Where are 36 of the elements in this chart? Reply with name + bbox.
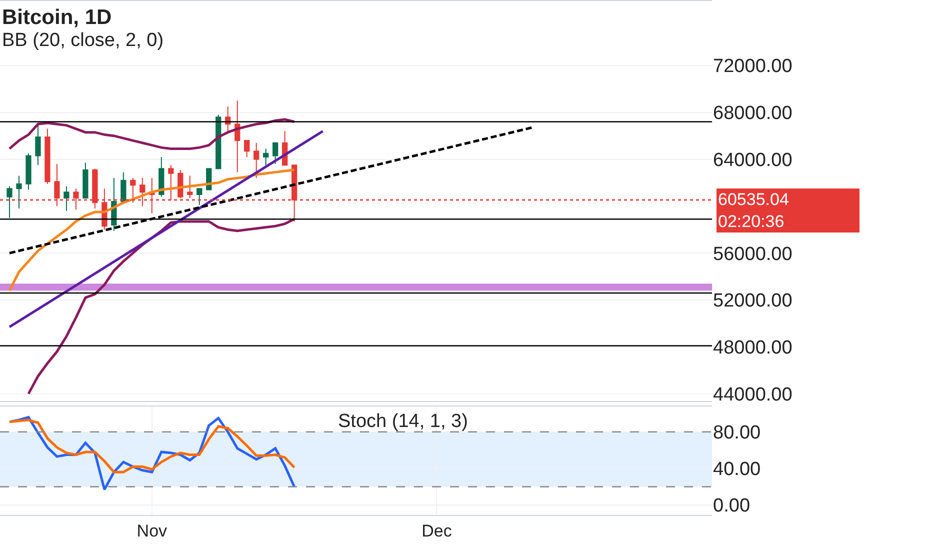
chart-title: Stoch (14, 1, 3) xyxy=(338,411,468,432)
candlestick xyxy=(16,175,22,210)
text: BB (20, close, 2, 0) xyxy=(2,30,164,51)
ref-line-label: 60535.04 xyxy=(718,190,789,209)
candlestick xyxy=(254,142,260,179)
line-series xyxy=(8,168,296,292)
candlestick xyxy=(244,140,250,158)
candlestick xyxy=(234,100,240,173)
y-tick-label: 64000.00 xyxy=(713,150,792,171)
x-tick-label: Dec xyxy=(422,521,452,540)
candlestick xyxy=(263,148,269,166)
candlestick xyxy=(120,172,126,204)
y-tick-label: 40.00 xyxy=(713,459,761,480)
y-tick-label: 80.00 xyxy=(713,422,761,444)
y-tick-label: 44000.00 xyxy=(713,384,792,406)
candlestick xyxy=(158,156,164,198)
y-tick-label: 52000.00 xyxy=(713,290,792,312)
candlestick xyxy=(26,152,32,190)
x-tick-label: Nov xyxy=(136,521,168,540)
candlestick xyxy=(187,175,193,198)
candlestick xyxy=(35,124,41,166)
y-tick-label: 56000.00 xyxy=(713,244,792,265)
candlestick xyxy=(64,186,70,212)
y-tick-label: 48000.00 xyxy=(713,338,792,359)
candlestick xyxy=(196,188,202,206)
line-series xyxy=(8,118,296,150)
line-series xyxy=(8,418,296,474)
candlestick xyxy=(272,142,278,164)
candlestick xyxy=(6,186,12,218)
candlestick xyxy=(82,162,88,198)
text: 02:20:36 xyxy=(718,212,784,231)
y-tick-label: 68000.00 xyxy=(713,103,792,124)
candlestick xyxy=(44,128,50,184)
chart-title: Bitcoin, 1D xyxy=(2,6,112,29)
y-tick-label: 0.00 xyxy=(713,496,750,517)
y-tick-label: 72000.00 xyxy=(713,56,792,78)
